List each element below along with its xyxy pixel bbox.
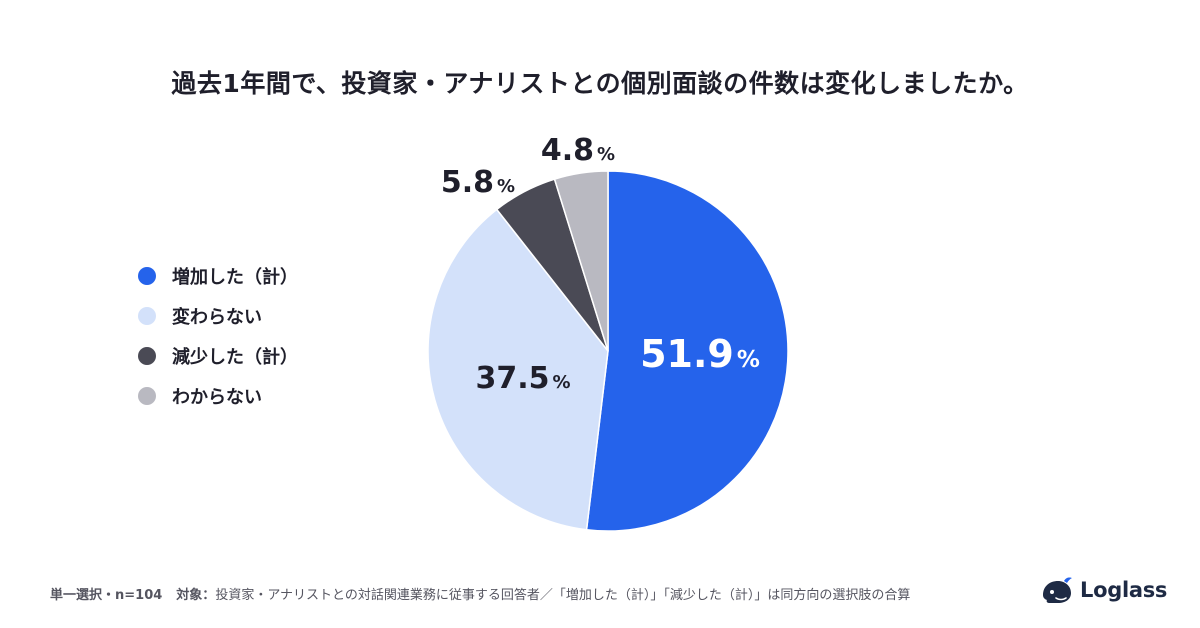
brand-name: Loglass — [1080, 578, 1168, 602]
legend-item-unknown: わからない — [138, 376, 298, 416]
target-text: 投資家・アナリストとの対話関連業務に従事する回答者／「増加した（計）」「減少した… — [215, 588, 911, 603]
legend-swatch-unknown — [138, 387, 156, 405]
whale-icon — [1043, 577, 1072, 603]
pie-slice-unknown — [553, 170, 609, 352]
data-label-unknown: 4.8% — [541, 133, 615, 168]
legend-label-decreased: 減少した（計） — [172, 347, 298, 368]
pie-slice-unchanged — [427, 208, 609, 531]
pie-slice-increased — [585, 170, 789, 532]
legend-item-increased: 増加した（計） — [138, 256, 298, 296]
legend-item-unchanged: 変わらない — [138, 296, 298, 336]
legend-label-unchanged: 変わらない — [172, 307, 262, 328]
target-label: 対象： — [176, 588, 216, 603]
legend-label-increased: 増加した（計） — [172, 267, 298, 288]
legend-swatch-decreased — [138, 347, 156, 365]
sample-size: 単一選択・n=104 — [50, 588, 163, 603]
legend-swatch-unchanged — [138, 307, 156, 325]
brand-logo: Loglass — [1040, 575, 1167, 605]
legend-swatch-increased — [138, 267, 156, 285]
legend-item-decreased: 減少した（計） — [138, 336, 298, 376]
data-label-increased: 51.9% — [640, 332, 760, 376]
data-label-unchanged: 37.5% — [475, 361, 570, 396]
legend-label-unknown: わからない — [172, 387, 262, 408]
legend: 増加した（計） 変わらない 減少した（計） わからない — [138, 256, 298, 416]
footer-note: 単一選択・n=104 対象：投資家・アナリストとの対話関連業務に従事する回答者／「… — [50, 584, 910, 603]
data-label-decreased: 5.8% — [441, 165, 515, 200]
chart-title: 過去1年間で、投資家・アナリストとの個別面談の件数は変化しましたか。 — [171, 69, 1029, 98]
